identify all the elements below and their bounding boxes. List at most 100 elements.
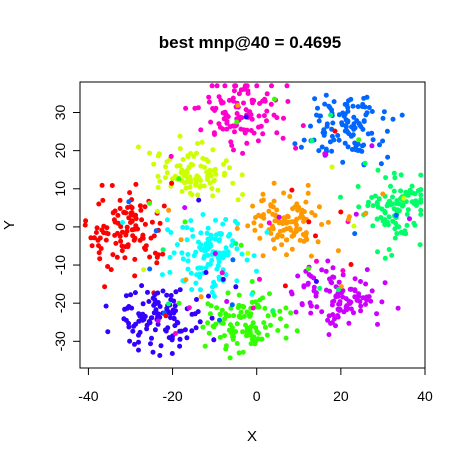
data-point (176, 176, 182, 182)
data-point (209, 257, 215, 263)
data-point (257, 276, 262, 282)
data-point (287, 194, 293, 199)
data-point (228, 322, 233, 328)
data-point (147, 254, 153, 260)
data-point (219, 307, 225, 313)
data-point (235, 305, 241, 311)
data-point (418, 197, 424, 202)
data-point (206, 330, 212, 336)
data-point (200, 324, 206, 330)
data-point (256, 113, 262, 119)
data-point (157, 178, 163, 184)
data-point (292, 204, 298, 210)
data-point (331, 99, 337, 105)
data-point (333, 323, 338, 329)
data-point (137, 313, 143, 319)
data-point (274, 115, 280, 121)
data-point (155, 185, 161, 190)
data-point (96, 201, 102, 207)
data-point (379, 299, 385, 305)
data-point (163, 164, 168, 170)
data-point (217, 237, 222, 243)
data-point (344, 307, 350, 313)
data-point (214, 83, 220, 89)
data-point (262, 96, 268, 102)
data-point (213, 217, 218, 223)
data-point (298, 144, 304, 150)
data-point (332, 128, 338, 134)
data-point (330, 312, 336, 318)
data-point (288, 310, 294, 316)
data-point (390, 116, 396, 122)
data-point (234, 278, 240, 284)
data-point (400, 202, 406, 208)
data-point (251, 130, 257, 136)
data-point (243, 114, 249, 120)
data-point (164, 292, 170, 298)
data-point (217, 312, 223, 318)
data-point (229, 302, 235, 308)
data-point (258, 123, 264, 129)
data-point (209, 186, 215, 191)
data-point (169, 180, 175, 186)
data-point (336, 137, 342, 143)
data-point (120, 220, 125, 225)
data-point (340, 159, 346, 165)
data-point (244, 325, 250, 331)
data-point (126, 324, 132, 330)
data-point (227, 165, 232, 171)
data-point (142, 204, 148, 210)
data-point (245, 250, 251, 256)
data-point (270, 308, 276, 314)
data-point (212, 132, 217, 137)
data-point (325, 317, 331, 323)
data-point (205, 262, 211, 267)
data-point (417, 242, 423, 248)
data-point (160, 288, 166, 294)
data-point (281, 115, 286, 121)
data-point (289, 187, 295, 193)
data-point (282, 283, 288, 289)
data-point (208, 241, 213, 247)
data-point (206, 94, 212, 100)
data-point (299, 302, 305, 308)
data-point (345, 129, 351, 135)
data-point (133, 181, 139, 187)
y-tick-label: 20 (52, 143, 68, 159)
data-point (219, 100, 225, 106)
data-point (369, 288, 375, 294)
data-point (301, 283, 307, 289)
data-point (255, 138, 261, 144)
data-point (381, 109, 387, 115)
data-point (187, 177, 193, 183)
data-point (272, 246, 277, 252)
data-point (270, 237, 276, 243)
data-point (362, 160, 368, 166)
x-tick-label: -20 (162, 388, 182, 404)
data-point (412, 222, 418, 228)
data-point (240, 349, 246, 355)
data-point (213, 321, 219, 327)
data-point (166, 301, 171, 307)
data-point (98, 246, 104, 251)
data-point (207, 311, 213, 317)
data-point (126, 215, 132, 221)
data-point (132, 341, 137, 347)
data-point (224, 299, 230, 304)
data-point (383, 175, 389, 181)
data-point (305, 190, 311, 196)
data-point (303, 199, 309, 205)
data-point (137, 329, 143, 335)
data-point (184, 170, 190, 176)
data-point (83, 218, 89, 224)
data-point (161, 203, 167, 209)
data-point (174, 163, 180, 169)
data-point (189, 287, 195, 293)
data-point (252, 227, 258, 233)
y-tick-label: -30 (52, 331, 68, 351)
data-point (323, 268, 329, 274)
data-point (366, 199, 371, 205)
data-point (159, 272, 165, 278)
data-point (343, 123, 349, 129)
data-point (236, 350, 242, 356)
